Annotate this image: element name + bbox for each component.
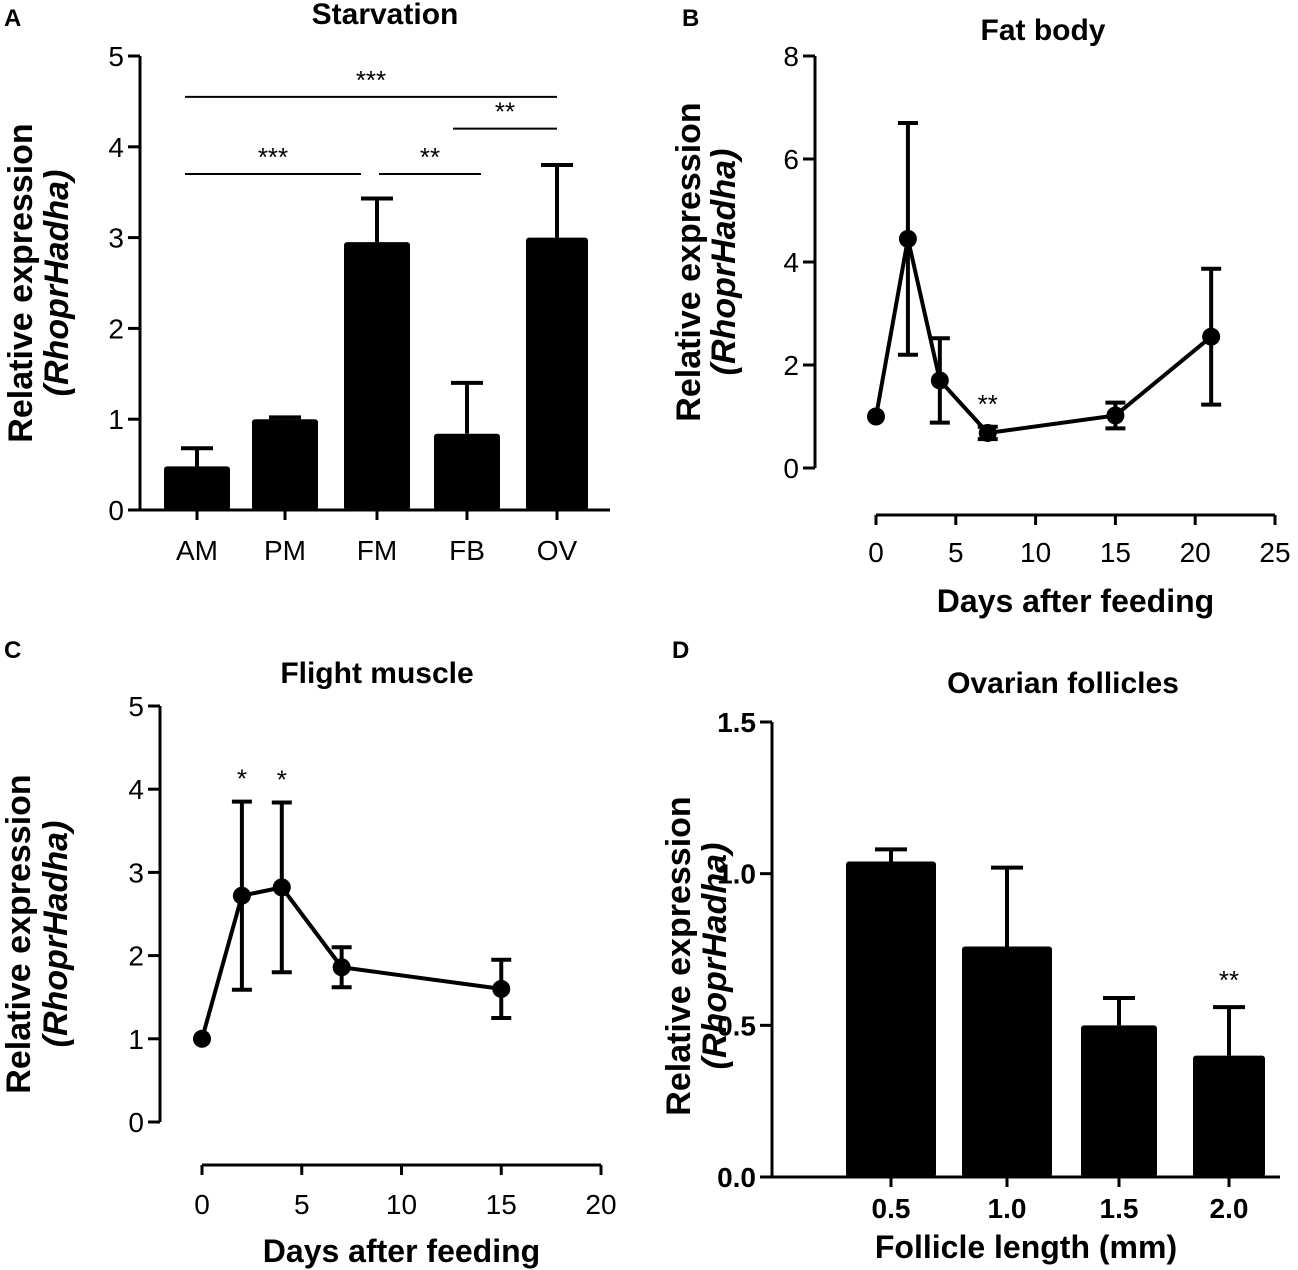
bar-AM xyxy=(164,466,230,510)
panel-letter-B: B xyxy=(682,5,699,32)
y-tick-label: 1.5 xyxy=(717,707,756,738)
y-tick-label: 0.5 xyxy=(717,1010,756,1041)
data-point xyxy=(1202,327,1221,346)
y-tick-label: 0 xyxy=(128,1107,144,1138)
x-tick-label: FM xyxy=(357,535,397,566)
x-tick-label: FB xyxy=(449,535,485,566)
bar-0.5 xyxy=(846,861,936,1177)
x-tick-label: 15 xyxy=(486,1189,517,1220)
significance-label: * xyxy=(237,764,247,794)
bar-OV xyxy=(526,237,588,510)
y-tick-label: 3 xyxy=(108,223,124,254)
data-point xyxy=(332,958,351,977)
significance-label: ** xyxy=(978,389,998,419)
y-tick-label: 0 xyxy=(783,453,799,484)
y-axis-label-gene: (RhoprHadha) xyxy=(696,843,734,1070)
x-tick-label: 20 xyxy=(1180,537,1211,568)
significance-label: ** xyxy=(495,97,515,127)
y-axis-label: Relative expression xyxy=(2,123,40,442)
panel-letter-A: A xyxy=(4,5,21,32)
significance-label: *** xyxy=(356,65,386,95)
chart-title: Flight muscle xyxy=(280,657,473,690)
x-tick-label: 0 xyxy=(868,537,884,568)
x-tick-label: PM xyxy=(264,535,306,566)
significance-label: *** xyxy=(258,142,288,172)
chart-title: Ovarian follicles xyxy=(947,667,1179,700)
bar-FM xyxy=(344,242,410,510)
bar-PM xyxy=(252,419,318,510)
data-point xyxy=(930,371,949,390)
chart-title: Fat body xyxy=(981,14,1106,47)
data-point xyxy=(193,1029,211,1048)
y-tick-label: 3 xyxy=(128,857,144,888)
y-tick-label: 0.0 xyxy=(717,1162,756,1193)
y-axis-label: Relative expression xyxy=(0,774,38,1093)
y-tick-label: 4 xyxy=(783,247,799,278)
panel-C: C Flight muscle Relative expression (RhoprH… xyxy=(0,637,617,1269)
bar-1.0 xyxy=(962,946,1052,1177)
y-axis-label-gene: (RhoprHadha) xyxy=(705,149,743,376)
data-point xyxy=(1106,406,1125,425)
x-tick-label: AM xyxy=(176,535,218,566)
x-tick-label: 0.5 xyxy=(872,1193,911,1224)
y-tick-label: 4 xyxy=(108,132,124,163)
x-tick-label: 15 xyxy=(1100,537,1131,568)
y-tick-label: 4 xyxy=(128,774,144,805)
x-tick-label: 20 xyxy=(585,1189,616,1220)
bar-FB xyxy=(434,433,500,510)
data-point xyxy=(898,229,917,248)
x-tick-label: 0 xyxy=(194,1189,210,1220)
chart-title: Starvation xyxy=(312,0,459,31)
y-axis-label-gene: (RhoprHadha) xyxy=(37,821,75,1048)
bar-1.5 xyxy=(1081,1025,1157,1177)
x-tick-label: 10 xyxy=(1020,537,1051,568)
data-point xyxy=(272,878,291,897)
y-tick-label: 0 xyxy=(108,495,124,526)
y-tick-label: 8 xyxy=(783,41,799,72)
panel-B: B Fat body Relative expression(RhoprHadha)… xyxy=(670,5,1291,619)
x-tick-label: 25 xyxy=(1259,537,1290,568)
significance-label: ** xyxy=(420,142,440,172)
x-axis-label: Follicle length (mm) xyxy=(875,1229,1177,1265)
data-point xyxy=(492,979,511,998)
x-tick-label: 1.0 xyxy=(988,1193,1027,1224)
y-tick-label: 2 xyxy=(783,350,799,381)
panel-D: D Ovarian follicles Relative expression(Rh… xyxy=(660,637,1280,1265)
y-tick-label: 6 xyxy=(783,144,799,175)
panel-letter-C: C xyxy=(4,637,21,664)
x-tick-label: OV xyxy=(537,535,578,566)
significance-label: ** xyxy=(1219,965,1239,995)
y-tick-label: 5 xyxy=(128,691,144,722)
y-tick-label: 1.0 xyxy=(717,859,756,890)
series-line xyxy=(200,885,502,1040)
x-tick-label: 2.0 xyxy=(1210,1193,1249,1224)
y-axis-label: Relative expression xyxy=(670,102,708,421)
y-tick-label: 5 xyxy=(108,41,124,72)
panel-A: A Starvation Relative expression(RhoprHadh… xyxy=(2,0,610,566)
y-tick-label: 2 xyxy=(108,313,124,344)
significance-label: * xyxy=(277,765,287,795)
data-point xyxy=(867,407,885,426)
x-tick-label: 5 xyxy=(294,1189,310,1220)
y-axis-label-gene: (RhoprHadha) xyxy=(38,170,76,397)
y-tick-label: 1 xyxy=(128,1024,144,1055)
y-tick-label: 2 xyxy=(128,941,144,972)
y-axis-label: Relative expression xyxy=(660,796,698,1115)
x-tick-label: 10 xyxy=(386,1189,417,1220)
x-tick-label: 1.5 xyxy=(1100,1193,1139,1224)
bar-2.0 xyxy=(1193,1055,1265,1177)
x-axis-label: Days after feeding xyxy=(937,583,1214,619)
series-line xyxy=(874,238,1213,436)
y-tick-label: 1 xyxy=(108,404,124,435)
data-point xyxy=(232,886,251,905)
x-axis-label: Days after feeding xyxy=(263,1233,540,1269)
panel-letter-D: D xyxy=(672,637,689,664)
x-tick-label: 5 xyxy=(948,537,964,568)
data-point xyxy=(978,423,997,442)
